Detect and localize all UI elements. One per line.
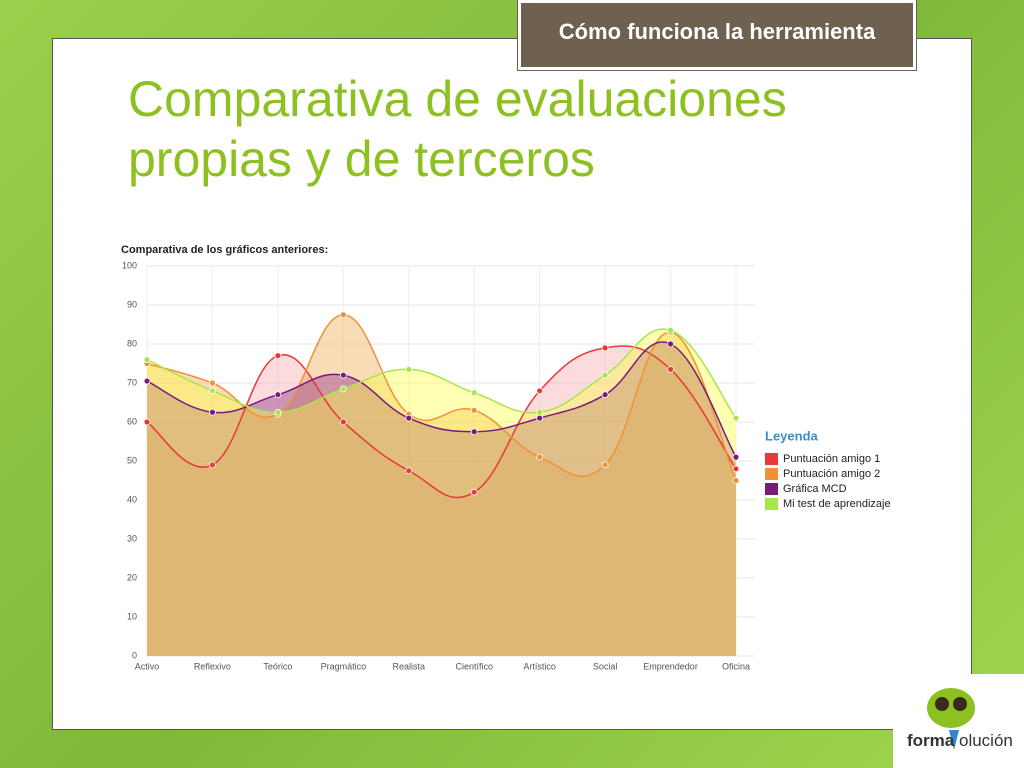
content-box <box>52 38 972 730</box>
point <box>339 311 347 319</box>
point <box>601 344 609 352</box>
point <box>470 389 478 397</box>
y-tick-label: 60 <box>127 416 137 426</box>
y-tick-label: 80 <box>127 338 137 348</box>
logo-icon: forma olución <box>907 688 1013 750</box>
y-tick-label: 0 <box>132 650 137 660</box>
point <box>470 428 478 436</box>
point <box>470 488 478 496</box>
point <box>143 356 151 364</box>
slide-title: Comparativa de evaluaciones <box>128 71 787 127</box>
point <box>405 414 413 422</box>
x-tick-label: Social <box>593 661 618 671</box>
slide-title: propias y de terceros <box>128 131 595 187</box>
x-tick-label: Realista <box>393 661 426 671</box>
point <box>274 408 282 416</box>
legend-title: Leyenda <box>765 428 819 443</box>
y-tick-label: 20 <box>127 572 137 582</box>
point <box>274 352 282 360</box>
point <box>601 371 609 379</box>
point <box>732 465 740 473</box>
point <box>667 326 674 334</box>
legend-swatch <box>765 483 778 495</box>
point <box>274 391 282 399</box>
point <box>339 418 347 426</box>
line <box>146 341 737 458</box>
point <box>143 418 151 426</box>
x-tick-label: Oficina <box>722 661 750 671</box>
y-tick-label: 70 <box>127 377 137 387</box>
x-tick-label: Pragmático <box>321 661 367 671</box>
x-tick-label: Activo <box>135 661 160 671</box>
point <box>667 340 674 348</box>
legend-label: Puntuación amigo 1 <box>783 453 880 465</box>
line <box>146 328 737 419</box>
point <box>209 379 216 387</box>
point <box>536 414 544 422</box>
point <box>405 365 413 373</box>
area <box>147 341 736 656</box>
point <box>339 385 347 393</box>
point <box>536 453 544 461</box>
point <box>601 391 609 399</box>
area <box>147 314 736 656</box>
point <box>536 408 544 416</box>
section-header: Cómo funciona la herramienta <box>517 0 917 71</box>
point <box>732 453 740 461</box>
y-tick-label: 30 <box>127 533 137 543</box>
y-tick-label: 40 <box>127 494 137 504</box>
y-tick-label: 90 <box>127 299 137 309</box>
logo-text: forma <box>907 731 955 750</box>
point <box>601 461 609 469</box>
y-tick-label: 50 <box>127 455 137 465</box>
legend-swatch <box>765 468 778 480</box>
chart-title: Comparativa de los gráficos anteriores: <box>121 244 328 256</box>
y-tick-label: 10 <box>127 611 137 621</box>
legend-label: Puntuación amigo 2 <box>783 468 880 480</box>
x-tick-label: Científico <box>455 661 493 671</box>
point <box>536 387 544 395</box>
legend-swatch <box>765 498 778 510</box>
legend-swatch <box>765 453 778 465</box>
legend-label: Mi test de aprendizaje <box>783 498 891 510</box>
x-tick-label: Artístico <box>523 661 556 671</box>
logo: forma olución <box>893 674 1024 768</box>
point <box>405 467 413 475</box>
legend-label: Gráfica MCD <box>783 483 847 495</box>
area <box>147 346 736 656</box>
y-tick-label: 100 <box>122 260 137 270</box>
x-tick-label: Reflexivo <box>194 661 231 671</box>
x-tick-label: Teórico <box>263 661 292 671</box>
point <box>732 414 740 422</box>
logo-text: olución <box>959 731 1013 750</box>
point <box>667 365 674 373</box>
point <box>339 371 347 379</box>
point <box>209 387 216 395</box>
x-tick-label: Emprendedor <box>643 661 698 671</box>
point <box>732 477 740 484</box>
point <box>143 377 151 385</box>
point <box>209 408 216 416</box>
point <box>209 461 216 469</box>
point <box>470 406 478 414</box>
